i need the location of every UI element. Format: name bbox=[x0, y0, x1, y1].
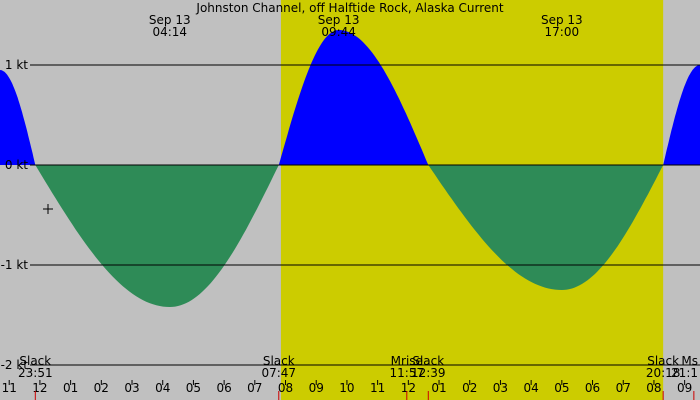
y-tick-labels: 1 kt 0 kt -1 kt -2 kt bbox=[1, 58, 29, 372]
ebb-current-area bbox=[0, 165, 700, 307]
x-tick-label: 11 bbox=[2, 381, 17, 395]
x-tick-label: 07 bbox=[247, 381, 262, 395]
flood-current-area bbox=[0, 30, 700, 165]
event-time: 12:39 bbox=[411, 366, 446, 380]
crosshair-icon bbox=[43, 204, 53, 214]
y-tick-label: -1 kt bbox=[1, 258, 29, 272]
event-time: 21:1 bbox=[671, 366, 698, 380]
event-name: Ms bbox=[681, 354, 698, 368]
x-tick-label: 03 bbox=[493, 381, 508, 395]
event-name: Slack bbox=[412, 354, 444, 368]
extremum-date: Sep 13 bbox=[149, 13, 191, 27]
extremum-time: 17:00 bbox=[545, 25, 580, 39]
x-tick-label: 08 bbox=[278, 381, 293, 395]
y-tick-label: 1 kt bbox=[5, 58, 28, 72]
y-tick-label: -2 kt bbox=[1, 358, 29, 372]
extremum-time: 04:14 bbox=[152, 25, 187, 39]
x-tick-label: 06 bbox=[585, 381, 600, 395]
event-name: Slack bbox=[263, 354, 295, 368]
event-time: 11:57 bbox=[390, 366, 425, 380]
event-labels: Slack23:51Slack07:47Mrise11:57Slack12:39… bbox=[18, 354, 698, 380]
x-tick-label: 08 bbox=[646, 381, 661, 395]
x-ticks: 11 12 01 02 03 04 05 06 07 08 09 10 11 12 01 02 03 04 05 06… bbox=[2, 380, 692, 395]
x-tick-label: 06 bbox=[216, 381, 231, 395]
x-tick-label: 09 bbox=[677, 381, 692, 395]
chart-title: Johnston Channel, off Halftide Rock, Ala… bbox=[195, 1, 503, 15]
x-tick-label: 01 bbox=[431, 381, 446, 395]
y-gridlines bbox=[30, 64, 700, 366]
x-tick-label: 01 bbox=[63, 381, 78, 395]
x-tick-label: 10 bbox=[339, 381, 354, 395]
x-tick-label: 03 bbox=[124, 381, 139, 395]
event-time: 23:51 bbox=[18, 366, 53, 380]
event-name: Slack bbox=[647, 354, 679, 368]
extremum-date: Sep 13 bbox=[318, 13, 360, 27]
event-name: Mrise bbox=[391, 354, 423, 368]
x-tick-label: 02 bbox=[94, 381, 109, 395]
x-tick-label: 02 bbox=[462, 381, 477, 395]
event-name: Slack bbox=[19, 354, 51, 368]
x-tick-label: 12 bbox=[32, 381, 47, 395]
x-tick-label: 11 bbox=[370, 381, 385, 395]
x-tick-label: 04 bbox=[523, 381, 538, 395]
extremum-date: Sep 13 bbox=[541, 13, 583, 27]
x-tick-label: 04 bbox=[155, 381, 170, 395]
event-markers bbox=[34, 391, 695, 400]
x-tick-label: 07 bbox=[616, 381, 631, 395]
event-time: 07:47 bbox=[261, 366, 296, 380]
x-tick-label: 05 bbox=[554, 381, 569, 395]
x-tick-label: 09 bbox=[309, 381, 324, 395]
x-tick-label: 12 bbox=[401, 381, 416, 395]
x-tick-label: 05 bbox=[186, 381, 201, 395]
y-tick-label: 0 kt bbox=[5, 158, 28, 172]
event-time: 20:18 bbox=[646, 366, 681, 380]
extremum-time: 09:44 bbox=[321, 25, 356, 39]
